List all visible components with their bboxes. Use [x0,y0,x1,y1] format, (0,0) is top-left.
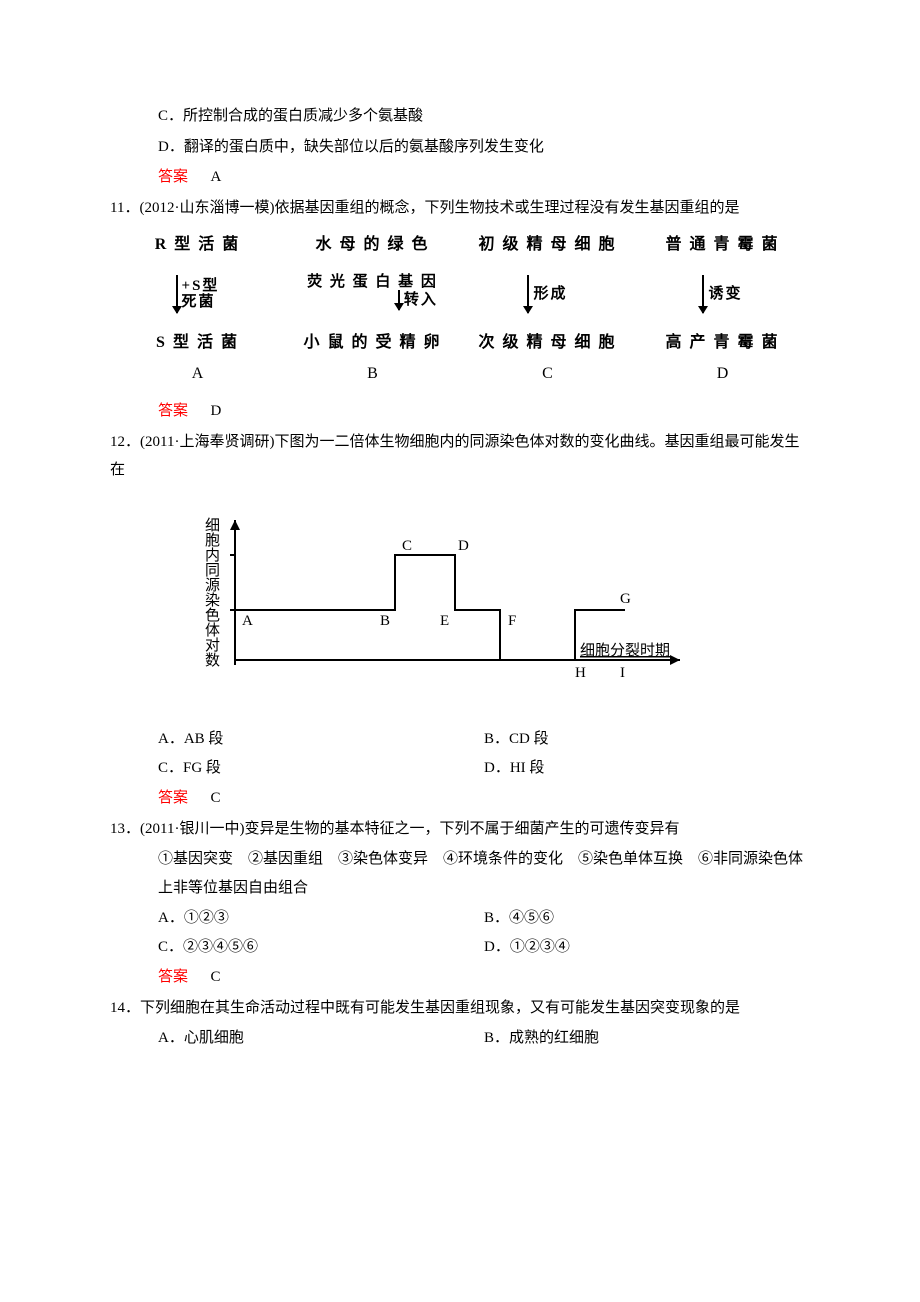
q12-options2: C．FG 段 D．HI 段 [110,754,810,783]
arrow-label: 形成 [533,286,567,303]
q12-chart: 细胞内同源染色体对数 A B C D E F G H I 细胞分裂时期 [180,495,810,716]
q11-source: (2012·山东淄博一模) [139,200,274,216]
q13-option-b: B．④⑤⑥ [484,904,810,933]
q12-option-c: C．FG 段 [158,754,484,783]
arrow-down-icon [398,290,400,310]
q14-number: 14． [110,1000,140,1016]
q11-diagram-top: R 型 活 菌 水 母 的 绿 色 初 级 精 母 细 胞 普 通 青 霉 菌 [110,230,810,260]
letter-a: A [110,359,285,389]
pt-G: G [620,591,631,607]
answer-value: D [211,403,222,419]
chart-svg: 细胞内同源染色体对数 A B C D E F G H I 细胞分裂时期 [180,495,700,705]
q13-options2: C．②③④⑤⑥ D．①②③④ [110,933,810,962]
q13-option-d: D．①②③④ [484,933,810,962]
arrow-label: 荧 光 蛋 白 基 因转入 [307,274,438,315]
y-axis-label: 细胞内同源染色体对数 [205,517,220,669]
col-top: 水 母 的 绿 色 [315,230,429,260]
col-top: 初 级 精 母 细 胞 [478,230,616,260]
pt-B: B [380,613,390,629]
col-bot: S 型 活 菌 [156,328,239,358]
q11-col-c: 初 级 精 母 细 胞 [460,230,635,260]
q14-option-a: A．心肌细胞 [158,1024,484,1053]
pt-A: A [242,613,253,629]
q11-answer: 答案 D [110,397,810,426]
arrow-label: 诱变 [708,286,742,303]
q14-stem: 14．下列细胞在其生命活动过程中既有可能发生基因重组现象，又有可能发生基因突变现… [110,994,810,1023]
q12-option-d: D．HI 段 [484,754,810,783]
curve [235,555,625,660]
q11-stem: 11．(2012·山东淄博一模)依据基因重组的概念，下列生物技术或生理过程没有发… [110,194,810,223]
q13-text: 变异是生物的基本特征之一，下列不属于细菌产生的可遗传变异有 [244,821,679,837]
answer-label: 答案 [158,169,188,185]
q13-stem: 13．(2011·银川一中)变异是生物的基本特征之一，下列不属于细菌产生的可遗传… [110,815,810,844]
q11-text: 依据基因重组的概念，下列生物技术或生理过程没有发生基因重组的是 [274,200,739,216]
col-bot: 小 鼠 的 受 精 卵 [303,328,441,358]
y-arrow-icon [230,520,240,530]
letter-b: B [285,359,460,389]
q13-options: A．①②③ B．④⑤⑥ [110,904,810,933]
q12-number: 12． [110,434,140,450]
col-top: R 型 活 菌 [155,230,241,260]
pt-D: D [458,538,469,554]
q11-letters: A B C D [110,359,810,389]
q11-col-a: R 型 活 菌 [110,230,285,260]
arrow-down-icon [176,275,178,313]
q11-number: 11． [110,200,139,216]
q14-text: 下列细胞在其生命活动过程中既有可能发生基因重组现象，又有可能发生基因突变现象的是 [140,1000,740,1016]
answer-value: C [211,969,221,985]
col-top: 普 通 青 霉 菌 [665,230,779,260]
q13-answer: 答案 C [110,963,810,992]
answer-value: C [211,790,221,806]
q11-col-d: 普 通 青 霉 菌 [635,230,810,260]
arrow-label: +S型死菌 [182,278,220,311]
letter-d: D [635,359,810,389]
q13-number: 13． [110,821,140,837]
q14-options: A．心肌细胞 B．成熟的红细胞 [110,1024,810,1053]
x-arrow-icon [670,655,680,665]
answer-label: 答案 [158,790,188,806]
q13-source: (2011·银川一中) [140,821,244,837]
answer-value: A [211,169,222,185]
q13-option-c: C．②③④⑤⑥ [158,933,484,962]
pt-C: C [402,538,412,554]
pt-I: I [620,665,625,681]
q12-option-a: A．AB 段 [158,725,484,754]
q10-option-d: D．翻译的蛋白质中，缺失部位以后的氨基酸序列发生变化 [110,133,810,162]
pt-E: E [440,613,449,629]
answer-label: 答案 [158,969,188,985]
q14-option-b: B．成熟的红细胞 [484,1024,810,1053]
q11-col-b: 水 母 的 绿 色 [285,230,460,260]
q11-diagram-bot: S 型 活 菌 小 鼠 的 受 精 卵 次 级 精 母 细 胞 高 产 青 霉 … [110,328,810,358]
q12-stem: 12．(2011·上海奉贤调研)下图为一二倍体生物细胞内的同源染色体对数的变化曲… [110,428,810,485]
pt-F: F [508,613,516,629]
arrow-down-icon [527,275,529,313]
q12-option-b: B．CD 段 [484,725,810,754]
x-axis-label: 细胞分裂时期 [580,642,670,659]
q13-option-a: A．①②③ [158,904,484,933]
q12-source: (2011·上海奉贤调研) [140,434,274,450]
q12-options: A．AB 段 B．CD 段 [110,725,810,754]
col-bot: 次 级 精 母 细 胞 [478,328,616,358]
answer-label: 答案 [158,403,188,419]
arrow-down-icon [702,275,704,313]
pt-H: H [575,665,586,681]
col-bot: 高 产 青 霉 菌 [665,328,779,358]
q11-diagram-arrows: +S型死菌 荧 光 蛋 白 基 因转入 形成 诱变 [110,268,810,320]
letter-c: C [460,359,635,389]
q13-list: ①基因突变 ②基因重组 ③染色体变异 ④环境条件的变化 ⑤染色单体互换 ⑥非同源… [110,845,810,902]
q10-option-c: C．所控制合成的蛋白质减少多个氨基酸 [110,102,810,131]
q10-answer: 答案 A [110,163,810,192]
q12-answer: 答案 C [110,784,810,813]
